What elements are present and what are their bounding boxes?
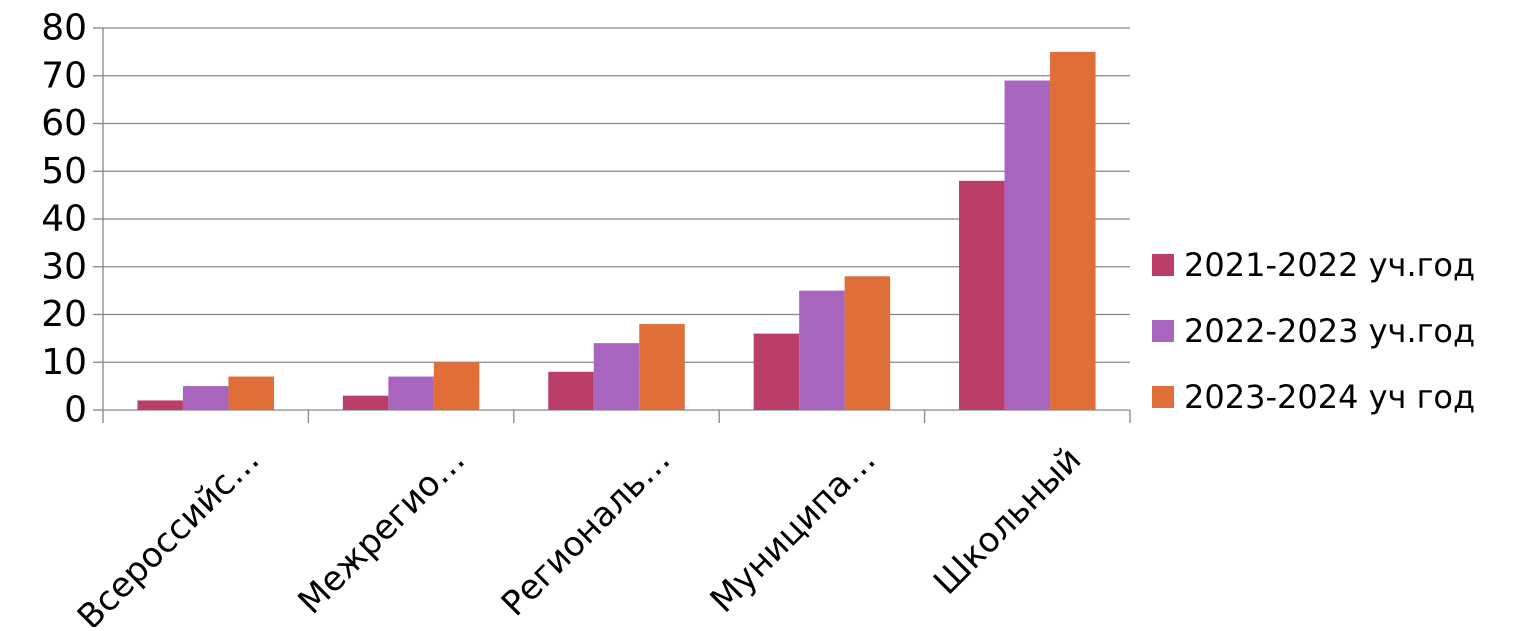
bar-1-1 <box>137 400 183 410</box>
bar-2-3 <box>593 343 640 410</box>
x-tick-label: Всероссийс… <box>70 440 268 627</box>
bar-3-5 <box>1050 51 1096 410</box>
bar-3-3 <box>639 324 685 410</box>
bar-3-2 <box>433 362 480 410</box>
gridlines <box>103 27 1130 363</box>
y-tick-label: 70 <box>41 55 87 96</box>
x-tick-label: Региональ… <box>494 440 679 625</box>
bar-1-5 <box>959 180 1005 410</box>
x-tick-label: Школьный <box>926 440 1089 603</box>
y-tick-label: 60 <box>41 103 87 144</box>
bars <box>137 51 1096 411</box>
y-tick-label: 10 <box>41 342 87 383</box>
y-tick-label: 30 <box>41 246 87 287</box>
bar-1-4 <box>753 333 800 410</box>
legend-swatch-1 <box>1152 254 1174 276</box>
legend-label-3: 2023-2024 уч год <box>1184 378 1475 416</box>
legend-label-1: 2021-2022 уч.год <box>1184 246 1475 284</box>
y-tick-label: 40 <box>41 199 87 240</box>
x-tick-label: Муниципа… <box>703 440 884 621</box>
bar-1-2 <box>342 395 389 410</box>
bar-2-1 <box>182 386 229 410</box>
y-tick-label: 0 <box>64 390 87 431</box>
bar-2-4 <box>799 290 845 410</box>
legend: 2021-2022 уч.год 2022-2023 уч.год 2023-202… <box>1152 246 1475 416</box>
bar-3-1 <box>228 376 274 410</box>
bar-2-5 <box>1004 80 1051 411</box>
y-tick-label: 50 <box>41 151 87 192</box>
legend-swatch-2 <box>1152 320 1174 342</box>
bar-2-2 <box>388 376 434 410</box>
bar-3-4 <box>844 276 891 410</box>
y-tick-label: 20 <box>41 294 87 335</box>
x-tick-label: Межрегио… <box>290 440 473 623</box>
y-tick-label: 80 <box>41 8 87 49</box>
tick-labels: 0 10 20 30 40 50 60 70 80 Всероссийс… Межрегио… Рег… <box>41 8 1089 631</box>
legend-swatch-3 <box>1152 386 1174 408</box>
bar-1-3 <box>548 371 594 410</box>
legend-label-2: 2022-2023 уч.год <box>1184 312 1475 350</box>
